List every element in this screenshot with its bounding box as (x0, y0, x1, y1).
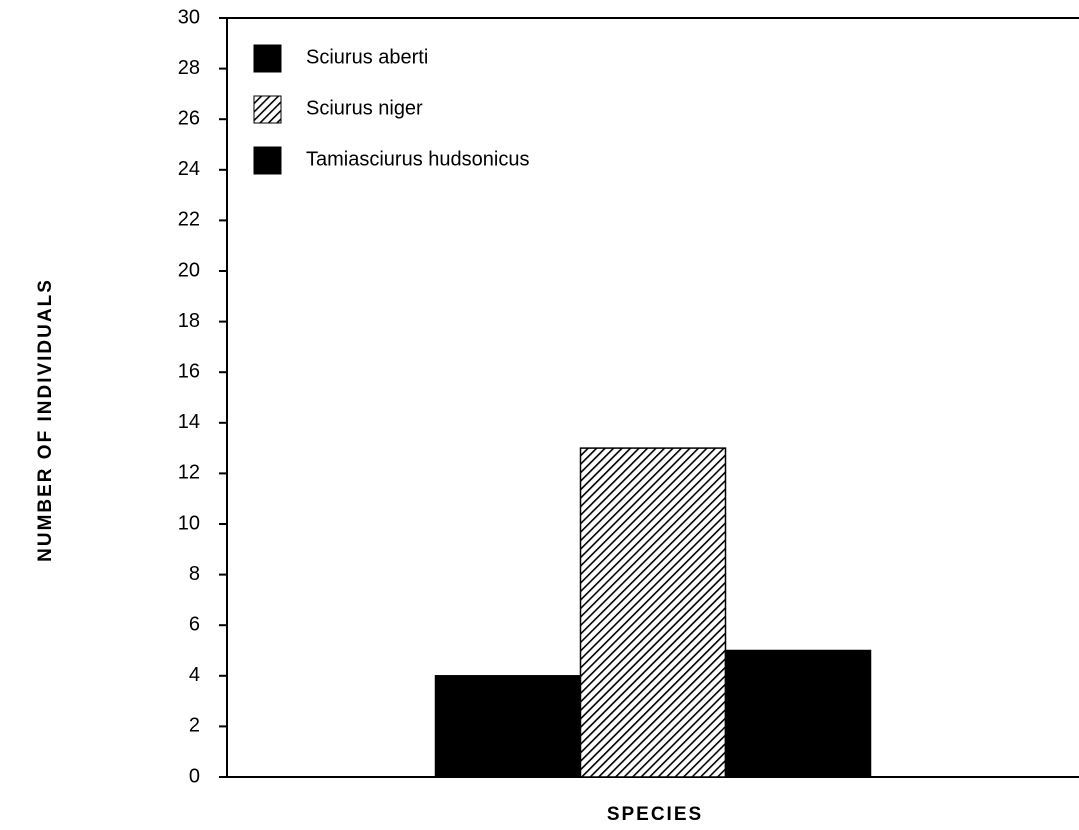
y-tick-label: 22 (178, 209, 200, 231)
x-axis-label: SPECIES (607, 804, 703, 825)
y-tick-label: 10 (178, 512, 200, 534)
y-tick-label: 26 (178, 107, 200, 129)
bar (724, 649, 872, 778)
legend-swatch (253, 44, 282, 73)
legend-swatch (253, 95, 282, 124)
y-tick-label: 4 (189, 664, 200, 686)
y-tick-label: 28 (178, 57, 200, 79)
y-tick-label: 16 (178, 360, 200, 382)
y-tick-label: 6 (189, 613, 200, 635)
legend-label: Sciurus aberti (306, 46, 428, 68)
y-tick-label: 8 (189, 563, 200, 585)
y-tick-label: 2 (189, 715, 200, 737)
y-tick-label: 20 (178, 259, 200, 281)
y-tick-label: 12 (178, 462, 200, 484)
y-tick-label: 14 (178, 411, 200, 433)
y-tick-label: 24 (178, 158, 200, 180)
bar (579, 447, 727, 778)
y-tick-label: 30 (178, 6, 200, 28)
legend-swatch (253, 146, 282, 175)
legend-label: Tamiasciurus hudsonicus (306, 148, 529, 170)
bar (434, 675, 582, 778)
y-axis-label: NUMBER OF INDIVIDUALS (35, 278, 56, 562)
legend-label: Sciurus niger (306, 97, 423, 119)
y-tick-label: 0 (189, 765, 200, 787)
y-tick-label: 18 (178, 310, 200, 332)
